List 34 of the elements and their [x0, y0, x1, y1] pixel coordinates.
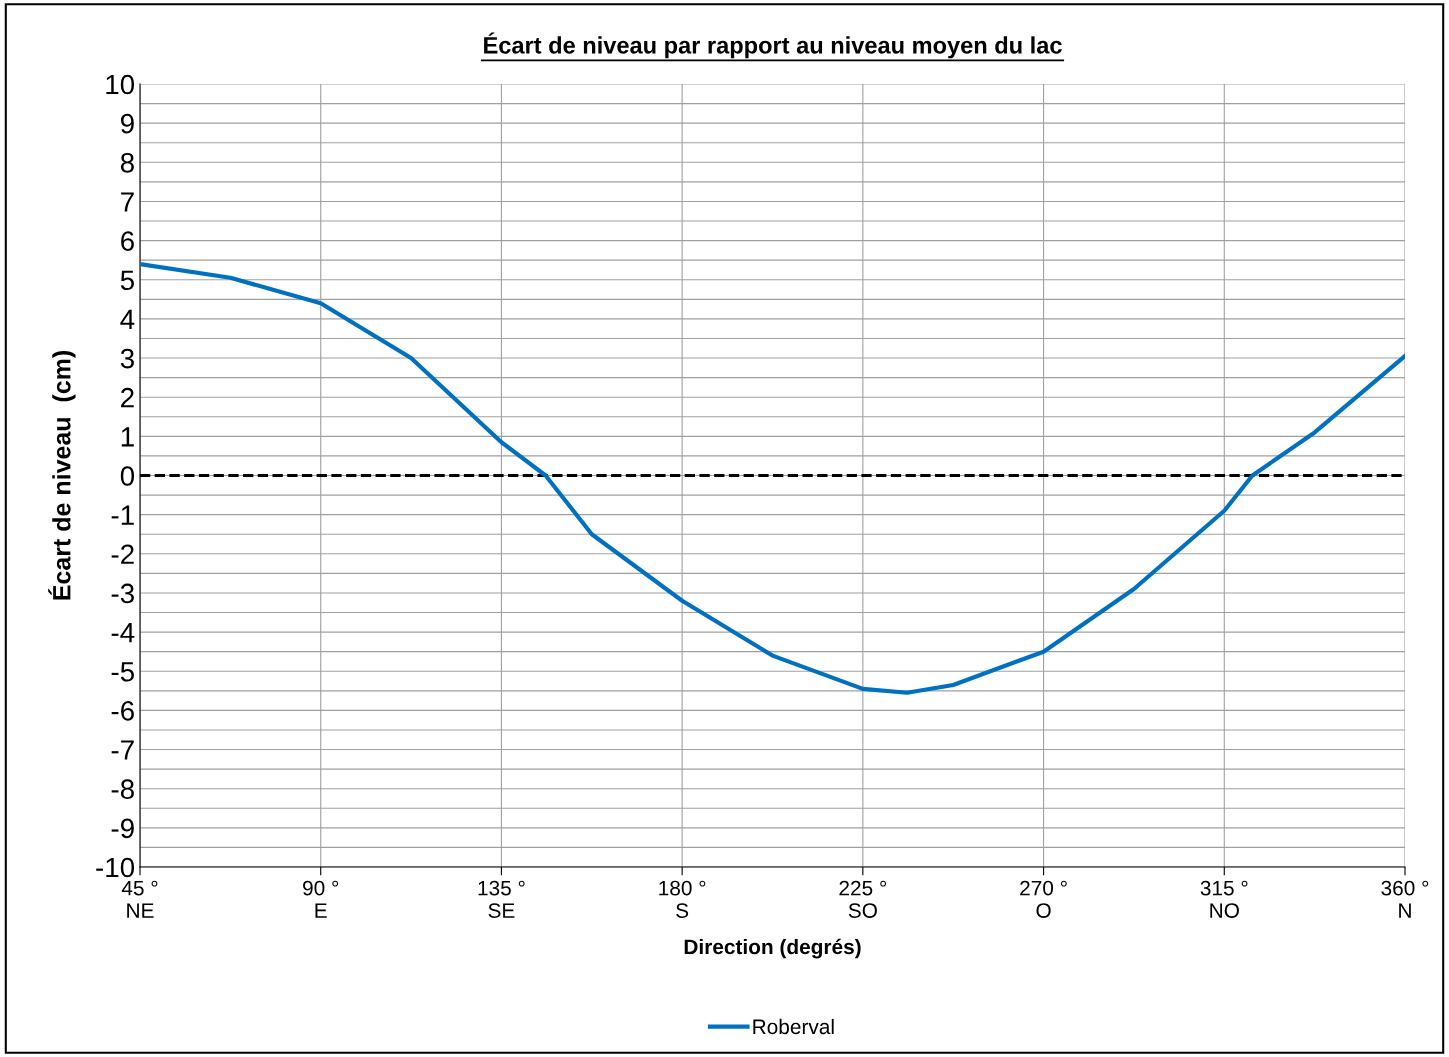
- y-tick-label: 5: [120, 270, 134, 291]
- y-tick-label: 4: [120, 309, 135, 329]
- legend-label: Roberval: [753, 1018, 834, 1035]
- y-tick-label: 8: [120, 152, 134, 173]
- x-tick-label: 225 ° SO: [839, 880, 887, 918]
- x-axis-title: Direction (degrés): [684, 938, 861, 959]
- y-tick-label: 9: [120, 113, 134, 134]
- y-tick-label: -1: [111, 505, 134, 525]
- y-tick-label: -4: [111, 623, 135, 643]
- x-tick-label: 135 ° SE: [478, 880, 525, 918]
- x-tick-label: 45 ° NE: [121, 880, 158, 918]
- y-tick-label: 3: [120, 348, 134, 369]
- y-tick-label: 0: [120, 466, 135, 486]
- x-tick-label: 180 ° S: [659, 880, 706, 918]
- y-tick-label: 6: [121, 231, 134, 251]
- y-tick-label: 2: [121, 387, 134, 408]
- y-tick-label: -8: [111, 779, 134, 800]
- y-axis-title: Écart de niveau (cm): [48, 351, 76, 600]
- x-tick-label: 270 ° O: [1020, 880, 1067, 918]
- y-tick-label: -6: [111, 701, 134, 721]
- y-tick-label: 7: [121, 192, 134, 212]
- x-tick-label: 315 ° NO: [1200, 880, 1248, 918]
- y-tick-label: -5: [111, 662, 134, 682]
- y-tick-label: -2: [111, 544, 134, 564]
- y-tick-label: -3: [111, 583, 134, 604]
- line-series: [140, 262, 1405, 695]
- y-tick-label: -10: [96, 857, 135, 878]
- chart-title: Écart de niveau par rapport au niveau moyen du lac: [484, 32, 1062, 59]
- x-tick-label: 360 ° N: [1381, 880, 1429, 918]
- y-tick-label: -7: [111, 740, 134, 760]
- y-tick-label: 1: [121, 427, 134, 447]
- y-tick-label: 10: [106, 74, 135, 95]
- x-tick-label: 90 ° E: [303, 880, 339, 918]
- y-tick-label: -9: [111, 818, 134, 839]
